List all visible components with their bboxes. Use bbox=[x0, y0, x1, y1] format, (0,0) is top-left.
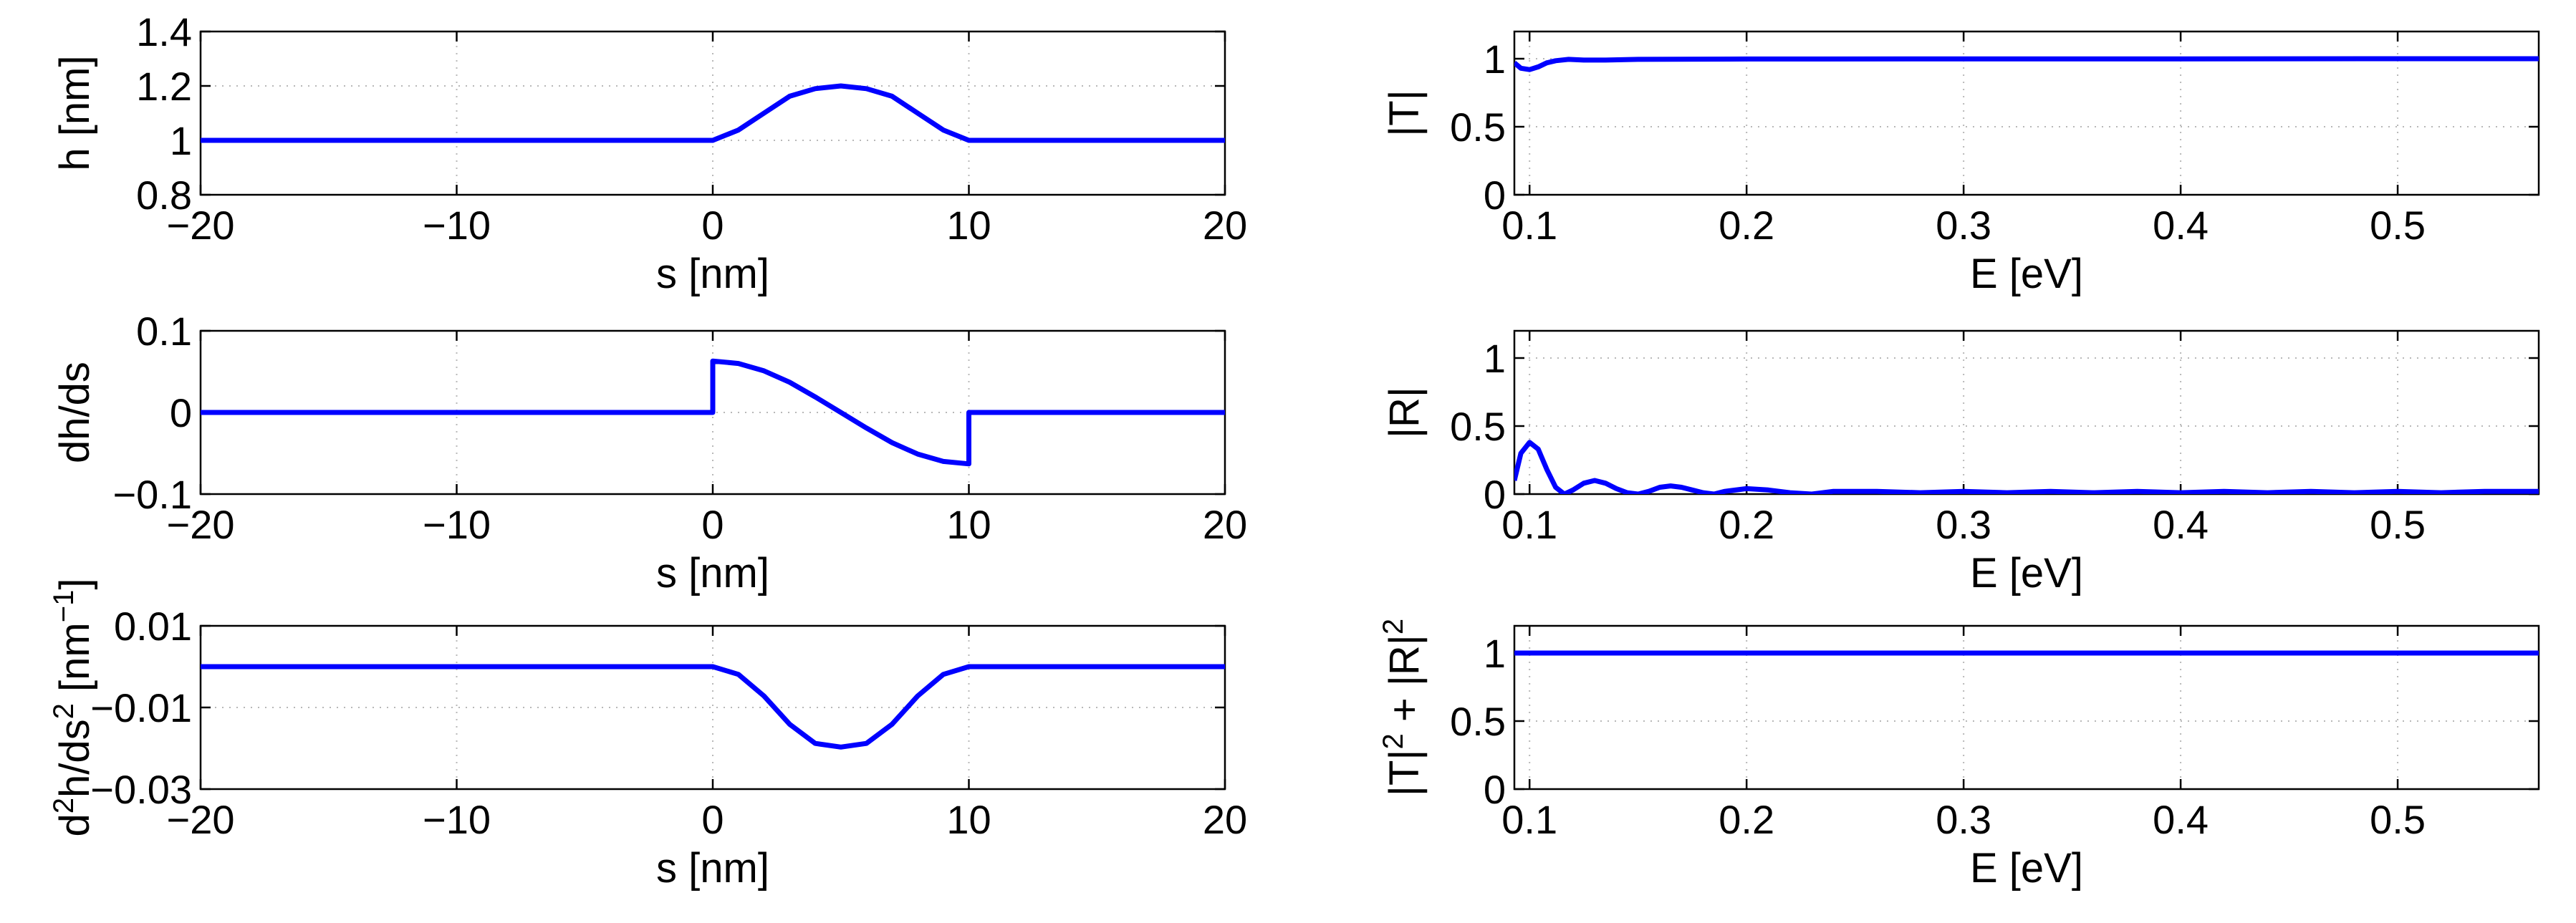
x-tick-label: −20 bbox=[167, 502, 235, 547]
axes-frame bbox=[1513, 624, 2540, 791]
y-tick-label: −0.1 bbox=[112, 472, 192, 517]
y-axis-label-part: h [nm] bbox=[52, 55, 98, 170]
x-tick-label: 0.3 bbox=[1936, 502, 1991, 547]
y-tick-label: −0.03 bbox=[90, 767, 192, 812]
y-tick-label: 1 bbox=[170, 118, 192, 163]
y-axis-label: dh/ds bbox=[52, 362, 98, 463]
x-tick-label: 20 bbox=[1203, 797, 1247, 842]
series-line-d2h bbox=[201, 664, 1225, 750]
y-tick-label: 0.5 bbox=[1450, 105, 1506, 150]
y-axis-label-superscript: −1 bbox=[48, 590, 80, 623]
x-tick-label: 0.4 bbox=[2153, 502, 2209, 547]
x-axis-label: s [nm] bbox=[656, 845, 769, 891]
y-tick-label: 1 bbox=[1484, 37, 1506, 82]
y-tick-label: 0 bbox=[1484, 472, 1506, 517]
y-axis-label-part: |R| bbox=[1381, 387, 1428, 438]
axes-frame bbox=[199, 30, 1226, 196]
chart-d2h: −20 −10 0 10 20−0.03−0.010.01s [nm]d2h/ds2 [… bbox=[48, 579, 1247, 891]
x-tick-label: −10 bbox=[423, 502, 491, 547]
y-axis-label-superscript: 2 bbox=[1378, 733, 1409, 749]
x-tick-label: 0.1 bbox=[1501, 797, 1557, 842]
y-tick-label: 0.01 bbox=[114, 604, 192, 649]
x-tick-label: 10 bbox=[946, 502, 991, 547]
axes-frame bbox=[1513, 329, 2540, 496]
x-tick-label: −20 bbox=[167, 203, 235, 248]
chart-sum: 0.1 0.2 0.3 0.4 0.500.51E [eV]|T|2 + |R|2 bbox=[1378, 619, 2540, 891]
x-tick-label: 0.5 bbox=[2370, 797, 2426, 842]
y-tick-label: −0.01 bbox=[90, 685, 192, 730]
series-line-T bbox=[1514, 56, 2539, 72]
y-axis-label-part: h/ds bbox=[52, 719, 98, 798]
y-tick-label: 0.5 bbox=[1450, 699, 1506, 744]
x-tick-label: 10 bbox=[946, 203, 991, 248]
axes-frame bbox=[199, 624, 1226, 791]
y-tick-label: 1 bbox=[1484, 336, 1506, 381]
axes-frame bbox=[1513, 30, 2540, 196]
x-tick-label: 20 bbox=[1203, 502, 1247, 547]
y-axis-label-part: dh/ds bbox=[52, 362, 98, 463]
y-axis-label-part: d bbox=[52, 813, 98, 836]
y-axis-label-part: [nm bbox=[52, 622, 98, 703]
y-tick-label: 1.2 bbox=[136, 64, 192, 109]
y-tick-label: 0.5 bbox=[1450, 404, 1506, 449]
x-tick-label: 10 bbox=[946, 797, 991, 842]
series-line-R bbox=[1514, 440, 2539, 494]
y-tick-label: 1.4 bbox=[136, 9, 192, 54]
y-axis-label-superscript: 2 bbox=[48, 703, 80, 719]
y-axis-label: |T|2 + |R|2 bbox=[1378, 619, 1428, 796]
y-axis-label-superscript: 2 bbox=[1378, 619, 1409, 634]
chart-h: −20 −10 0 10 20 0.8 1 1.2 1.4 s [nm] h [nm] bbox=[52, 9, 1247, 297]
y-axis-label-part: + |R| bbox=[1381, 634, 1428, 733]
x-tick-label: 0.2 bbox=[1719, 797, 1774, 842]
x-tick-label: 0.2 bbox=[1719, 502, 1774, 547]
y-axis-label-part: |T| bbox=[1381, 750, 1428, 797]
series-line-dh bbox=[201, 358, 1225, 467]
y-tick-label: 0 bbox=[1484, 767, 1506, 812]
x-tick-label: 0.3 bbox=[1936, 797, 1991, 842]
y-axis-label: h [nm] bbox=[52, 55, 98, 170]
x-tick-label: −10 bbox=[423, 797, 491, 842]
chart-T: 0.1 0.2 0.3 0.4 0.5 0 0.5 1 E [eV] |T| bbox=[1381, 30, 2540, 297]
x-tick-label: 0.3 bbox=[1936, 203, 1991, 248]
y-tick-label: 0 bbox=[1484, 173, 1506, 218]
x-axis-label: E [eV] bbox=[1970, 845, 2083, 891]
y-axis-label: d2h/ds2 [nm−1] bbox=[48, 579, 98, 837]
x-tick-label: 0.5 bbox=[2370, 502, 2426, 547]
x-tick-label: 0.5 bbox=[2370, 203, 2426, 248]
x-tick-label: 0 bbox=[701, 797, 724, 842]
y-tick-label: 0 bbox=[170, 390, 192, 435]
x-tick-label: 0 bbox=[701, 203, 724, 248]
x-tick-label: 0.4 bbox=[2153, 797, 2209, 842]
x-tick-label: −10 bbox=[423, 203, 491, 248]
x-tick-label: 0.2 bbox=[1719, 203, 1774, 248]
x-tick-label: 0.1 bbox=[1501, 203, 1557, 248]
chart-R: 0.1 0.2 0.3 0.4 0.5 0 0.5 1 E [eV] |R| bbox=[1381, 329, 2540, 596]
y-axis-label: |T| bbox=[1381, 90, 1428, 137]
y-axis-label-superscript: 2 bbox=[48, 798, 80, 813]
x-tick-label: 20 bbox=[1203, 203, 1247, 248]
x-axis-label: s [nm] bbox=[656, 251, 769, 297]
y-tick-label: 1 bbox=[1484, 631, 1506, 676]
x-axis-label: E [eV] bbox=[1970, 251, 2083, 297]
y-axis-label-part: |T| bbox=[1381, 90, 1428, 137]
x-axis-label: s [nm] bbox=[656, 550, 769, 596]
x-tick-label: 0 bbox=[701, 502, 724, 547]
x-tick-label: −20 bbox=[167, 797, 235, 842]
y-tick-label: 0.8 bbox=[136, 173, 192, 218]
y-axis-label: |R| bbox=[1381, 387, 1428, 438]
y-axis-label-part: ] bbox=[52, 579, 98, 590]
x-tick-label: 0.4 bbox=[2153, 203, 2209, 248]
y-tick-label: 0.1 bbox=[136, 309, 192, 354]
x-tick-label: 0.1 bbox=[1501, 502, 1557, 547]
series-line-h bbox=[201, 83, 1225, 143]
chart-dh: −20 −10 0 10 20 −0.1 0 0.1 s [nm] dh/ds bbox=[52, 309, 1247, 596]
x-axis-label: E [eV] bbox=[1970, 550, 2083, 596]
